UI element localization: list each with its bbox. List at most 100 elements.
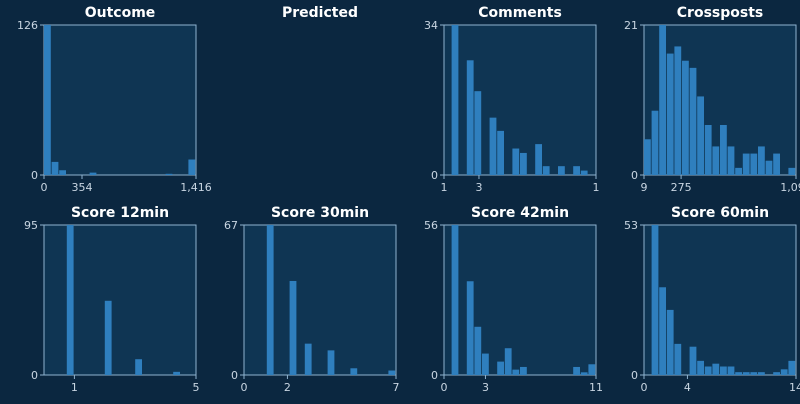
histogram-bar: [659, 25, 666, 175]
histogram-bar: [735, 167, 742, 175]
histogram-bar: [712, 146, 720, 175]
histogram-bar: [59, 170, 66, 175]
x-tick-label: 0: [641, 381, 648, 394]
histogram-bar: [750, 153, 758, 175]
histogram-bar: [474, 91, 482, 175]
histogram-bar: [773, 372, 780, 375]
histogram-bar: [689, 67, 697, 175]
chart-title: Score 60min: [671, 205, 769, 221]
histogram-bar: [573, 166, 580, 175]
histogram-bar: [350, 368, 358, 375]
histogram-bar: [44, 25, 51, 175]
histogram-bar: [704, 125, 712, 175]
histogram-bar: [497, 130, 504, 175]
y-tick-label: 95: [24, 219, 38, 232]
histogram-bar: [135, 359, 142, 375]
histogram-bar: [173, 371, 180, 375]
x-tick-label: 7: [393, 381, 400, 394]
histogram-bar: [704, 366, 712, 375]
histogram-bar: [588, 364, 596, 375]
histogram-bar: [304, 343, 312, 375]
y-tick-label: 0: [231, 369, 238, 382]
chart-title: Crossposts: [677, 5, 763, 21]
histogram-bar: [666, 53, 674, 176]
histogram-bar: [388, 370, 396, 375]
y-tick-label: 53: [624, 219, 638, 232]
histogram-bar: [780, 369, 788, 375]
y-tick-label: 0: [631, 369, 638, 382]
histogram-bar: [451, 225, 459, 375]
histogram-bar: [674, 46, 682, 175]
x-tick-label: 354: [72, 181, 93, 194]
histogram-bar: [580, 170, 588, 175]
histogram-bar: [535, 144, 542, 175]
y-tick-label: 0: [431, 169, 438, 182]
histogram-bar: [451, 25, 459, 175]
x-tick-label: 3: [475, 181, 482, 194]
y-tick-label: 0: [31, 369, 38, 382]
histogram-bar: [697, 96, 704, 175]
x-tick-label: 0: [441, 381, 448, 394]
histogram-bar: [66, 225, 74, 375]
histogram-bar: [89, 172, 97, 175]
histogram-bar: [742, 153, 750, 175]
chart-panel: Comments 0 34 1 3 1: [424, 5, 600, 194]
histogram-bar: [266, 225, 274, 375]
x-tick-label: 9: [641, 181, 648, 194]
histogram-bar: [727, 366, 735, 375]
x-tick-label: 11: [589, 381, 603, 394]
histogram-bar: [765, 160, 773, 175]
histogram-bar: [712, 363, 720, 375]
histogram-bar: [697, 360, 704, 375]
histogram-bar: [542, 166, 550, 175]
histogram-bar: [289, 280, 297, 375]
x-tick-label: 0: [241, 381, 248, 394]
chart-title: Score 30min: [271, 205, 369, 221]
histogram-bar: [788, 360, 796, 375]
x-tick-label: 1: [71, 381, 78, 394]
chart-panel: Crossposts 0 21 9 275 1,099: [624, 5, 800, 194]
y-tick-label: 21: [624, 19, 638, 32]
histogram-bar: [573, 366, 580, 375]
histogram-bar: [165, 173, 173, 175]
x-tick-label: 4: [684, 381, 691, 394]
histogram-bar: [104, 300, 112, 375]
histogram-bar: [482, 353, 489, 375]
histogram-bar: [758, 146, 765, 175]
y-tick-label: 34: [424, 19, 438, 32]
histogram-bar: [788, 167, 796, 175]
histogram-bar: [773, 153, 780, 175]
histogram-bar: [188, 159, 196, 175]
histogram-bar: [489, 117, 497, 175]
x-tick-label: 1,416: [180, 181, 212, 194]
histogram-bar: [689, 346, 697, 375]
chart-title: Score 42min: [471, 205, 569, 221]
histogram-bar: [512, 369, 520, 375]
histogram-bar: [742, 372, 750, 375]
y-tick-label: 0: [631, 169, 638, 182]
y-tick-label: 0: [431, 369, 438, 382]
chart-panel: Predicted: [282, 5, 358, 21]
histogram-bar: [651, 110, 659, 175]
histogram-bar: [327, 350, 335, 375]
y-tick-label: 126: [17, 19, 38, 32]
x-tick-label: 1,099: [780, 181, 800, 194]
histogram-bar: [497, 361, 504, 375]
chart-title: Comments: [478, 5, 562, 21]
histogram-bar: [727, 146, 735, 175]
histogram-bar: [504, 348, 512, 375]
histogram-bar: [682, 60, 689, 175]
chart-panel: Score 30min 0 67 0 2 7: [224, 205, 400, 394]
histogram-bar: [735, 372, 742, 375]
chart-panel: Score 42min 0 56 0 3 11: [424, 205, 603, 394]
x-tick-label: 14: [789, 381, 800, 394]
histogram-bar: [720, 125, 727, 175]
histogram-bar: [750, 372, 758, 375]
histogram-bar: [758, 372, 765, 375]
chart-title: Outcome: [85, 5, 156, 21]
histogram-bar: [512, 148, 520, 175]
histogram-bar: [659, 287, 666, 375]
x-tick-label: 1: [441, 181, 448, 194]
